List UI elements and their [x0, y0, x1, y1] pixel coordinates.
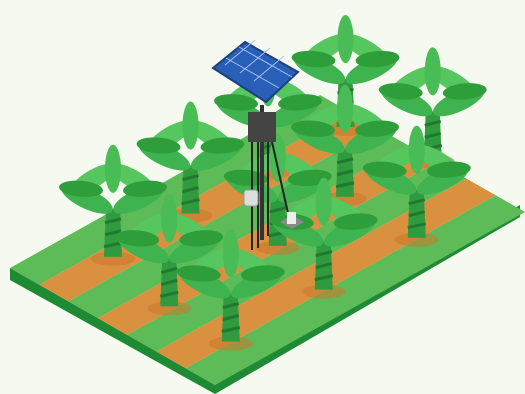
field-band [185, 195, 525, 385]
field-band [127, 161, 467, 352]
sensor-station [211, 39, 304, 250]
sensor [243, 189, 259, 207]
field-side [10, 205, 520, 394]
panel-grid [224, 39, 293, 89]
control-box [248, 112, 276, 142]
probe [287, 212, 296, 224]
